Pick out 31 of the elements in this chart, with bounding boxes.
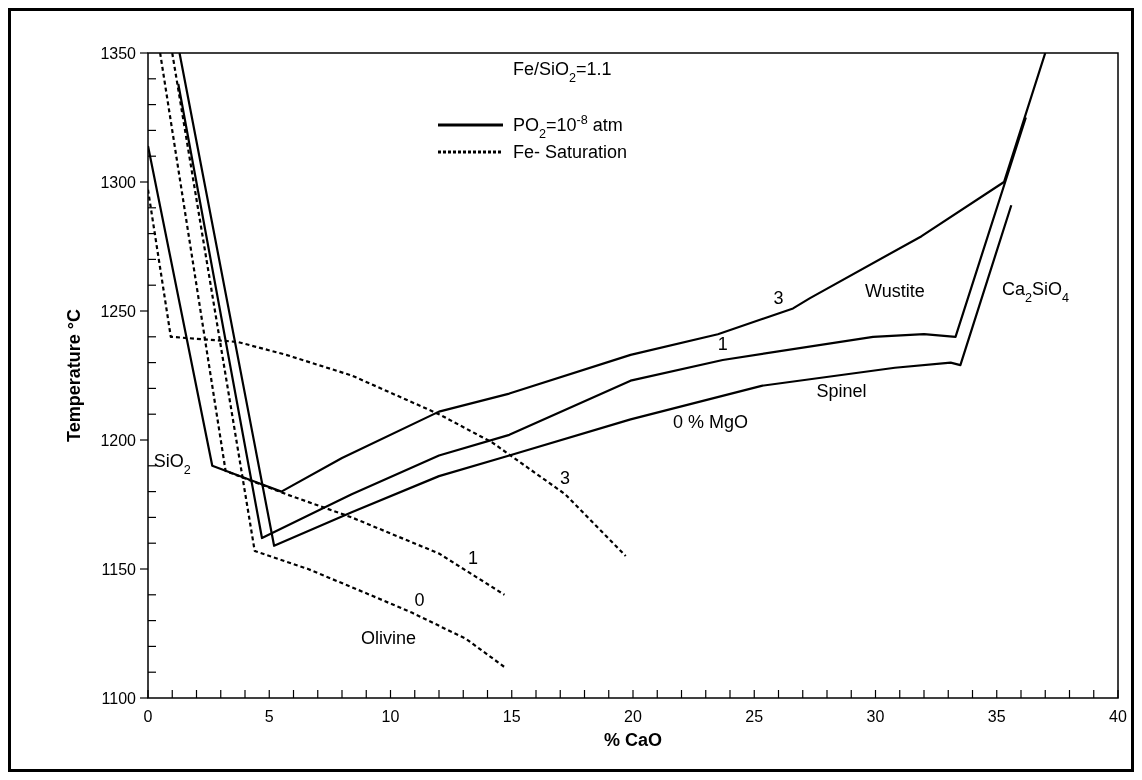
annotation: 3	[773, 287, 784, 308]
annotation: SiO$_{2}$	[153, 450, 191, 477]
x-tick-label: 40	[1109, 708, 1127, 725]
annotation: 1	[467, 548, 478, 569]
annotation: 0	[414, 589, 425, 610]
x-axis-title: % CaO	[603, 730, 663, 750]
annotation: 0 % MgO	[673, 412, 749, 433]
y-tick-label: 1350	[100, 44, 137, 62]
x-tick-label: 35	[987, 708, 1006, 725]
annotation: Fe/SiO$_{2}$=1.1	[513, 59, 612, 85]
x-tick-label: 5	[264, 708, 274, 725]
annotation: Olivine	[361, 628, 417, 649]
legend-label: Fe- Saturation	[513, 142, 628, 163]
y-tick-label: 1100	[101, 689, 137, 707]
annotation: Ca$_{2}$SiO$_{4}$	[1002, 279, 1070, 306]
x-tick-label: 10	[381, 708, 400, 725]
x-tick-label: 25	[745, 708, 764, 725]
y-axis-title: Temperature °C	[64, 309, 84, 442]
y-tick-label: 1300	[100, 173, 137, 191]
y-tick-label: 1250	[100, 302, 137, 320]
x-tick-label: 0	[143, 708, 153, 725]
x-tick-label: 20	[624, 708, 642, 725]
annotation: Spinel	[816, 381, 867, 402]
annotation: 3	[560, 468, 571, 489]
x-tick-label: 30	[866, 708, 885, 725]
legend-label: PO$_{2}$=10$^{-8}$ atm	[513, 113, 623, 142]
x-tick-label: 15	[502, 708, 521, 725]
y-tick-label: 1150	[101, 560, 137, 578]
annotation: Wustite	[865, 280, 925, 301]
annotation: 1	[717, 334, 728, 355]
y-tick-label: 1200	[100, 431, 137, 449]
